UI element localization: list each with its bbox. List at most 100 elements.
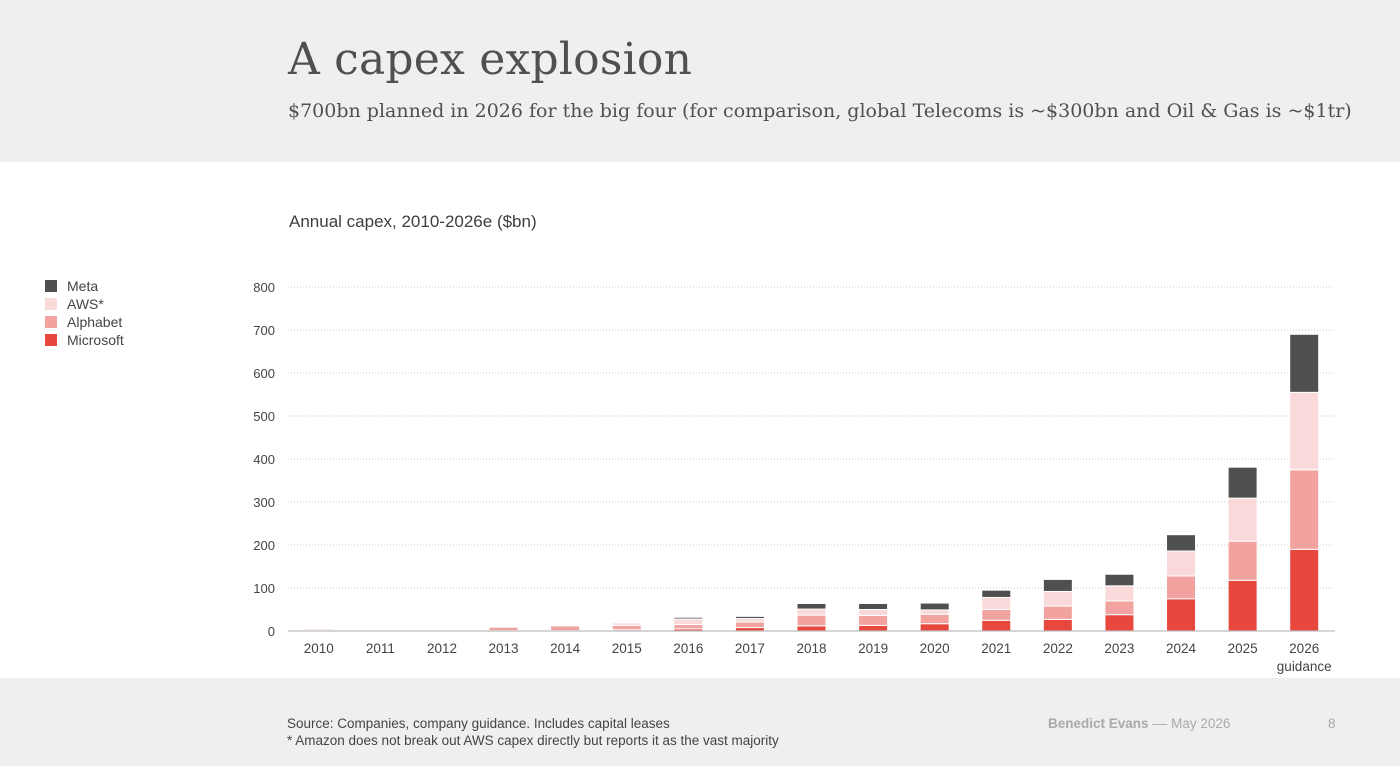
bar-segment-microsoft: [981, 619, 1012, 632]
bar-segment-microsoft: [1104, 614, 1135, 632]
bar-segment-meta: [1104, 573, 1135, 587]
legend-label-alphabet: Alphabet: [67, 314, 123, 330]
bar-segment-meta: [673, 616, 704, 620]
legend-item-microsoft: Microsoft: [45, 331, 124, 349]
bar-segment-alphabet: [1042, 605, 1073, 620]
bar-segment-meta: [1166, 534, 1197, 552]
bar-segment-alphabet: [673, 624, 704, 630]
bar-segment-alphabet: [919, 613, 950, 625]
y-tick-label: 500: [253, 409, 275, 424]
x-tick-label: 2024: [1166, 641, 1197, 656]
byline-date: May 2026: [1171, 716, 1231, 731]
legend-label-microsoft: Microsoft: [67, 332, 124, 348]
bar-segment-aws: [1042, 590, 1073, 607]
x-tick-sublabel: guidance: [1277, 659, 1332, 674]
bar-segment-alphabet: [858, 615, 889, 626]
page-subtitle: $700bn planned in 2026 for the big four …: [288, 100, 1352, 122]
bar-segment-alphabet: [981, 609, 1012, 621]
legend-item-aws: AWS*: [45, 295, 124, 313]
legend-label-meta: Meta: [67, 278, 99, 294]
bar-segment-aws: [1289, 391, 1320, 471]
x-tick-label: 2014: [550, 641, 581, 656]
bar-segment-aws: [734, 618, 765, 623]
bar-segment-aws: [1166, 550, 1197, 577]
x-tick-label: 2021: [981, 641, 1011, 656]
bar-segment-alphabet: [488, 626, 519, 632]
header: A capex explosion $700bn planned in 2026…: [0, 0, 1400, 162]
stacked-bar-chart: 0 100 200 300 400 500 600 700 800 2010 2011 2012 201…: [253, 280, 1335, 674]
bar-segment-alphabet: [1227, 540, 1258, 581]
bar-segment-meta: [858, 602, 889, 611]
bar-segment-alphabet: [1104, 600, 1135, 616]
bar-segment-alphabet: [1166, 575, 1197, 600]
bar-segment-alphabet: [796, 614, 827, 627]
chart-panel: Annual capex, 2010-2026e ($bn) Meta AWS*…: [0, 162, 1400, 678]
x-tick-label: 2011: [366, 641, 395, 656]
byline: Benedict Evans –– May 2026: [1048, 716, 1230, 731]
bar-segment-alphabet: [550, 625, 581, 632]
x-tick-label: 2016: [673, 641, 703, 656]
bar-segment-aws: [1227, 497, 1258, 542]
bar-segment-aws: [858, 609, 889, 617]
x-tick-label: 2015: [612, 641, 642, 656]
x-tick-label: 2017: [735, 641, 765, 656]
y-tick-label: 100: [253, 581, 275, 596]
y-tick-label: 0: [268, 624, 275, 639]
y-tick-label: 200: [253, 538, 275, 553]
x-tick-label: 2012: [427, 641, 457, 656]
x-tick-label: 2022: [1043, 641, 1073, 656]
bar-segment-meta: [611, 621, 642, 624]
legend-swatch-meta: [45, 280, 57, 292]
bar-segment-meta: [981, 589, 1012, 598]
bar-segment-aws: [550, 624, 581, 627]
x-tick-label: 2026: [1289, 641, 1319, 656]
source-line: Source: Companies, company guidance. Inc…: [287, 716, 670, 731]
bar-segment-microsoft: [858, 624, 889, 632]
legend-swatch-microsoft: [45, 334, 57, 346]
legend-swatch-aws: [45, 298, 57, 310]
x-tick-label: 2019: [858, 641, 888, 656]
x-tick-label: 2023: [1104, 641, 1134, 656]
bar-segment-microsoft: [1042, 618, 1073, 632]
bar-segment-aws: [981, 596, 1012, 610]
chart-legend: Meta AWS* Alphabet Microsoft: [45, 277, 124, 349]
footer: Source: Companies, company guidance. Inc…: [0, 678, 1400, 766]
chart-title: Annual capex, 2010-2026e ($bn): [289, 212, 537, 231]
x-tick-label: 2020: [920, 641, 950, 656]
bar-segment-aws: [1104, 585, 1135, 602]
author-name: Benedict Evans: [1048, 716, 1149, 731]
bar-segment-microsoft: [1289, 548, 1320, 632]
bar-segment-aws: [919, 609, 950, 615]
bar-segment-microsoft: [1227, 579, 1258, 632]
bar-segment-meta: [1227, 466, 1258, 499]
byline-separator: ––: [1152, 716, 1168, 731]
y-tick-label: 700: [253, 323, 275, 338]
bar-segment-meta: [734, 615, 765, 620]
bar-segment-meta: [1289, 333, 1320, 393]
bar-segment-aws: [796, 608, 827, 616]
bar-segment-alphabet: [1289, 469, 1320, 550]
y-tick-label: 800: [253, 280, 275, 295]
bar-segment-aws: [673, 618, 704, 626]
legend-item-alphabet: Alphabet: [45, 313, 124, 331]
legend-swatch-alphabet: [45, 316, 57, 328]
y-tick-label: 300: [253, 495, 275, 510]
x-tick-label: 2018: [796, 641, 826, 656]
x-tick-label: 2010: [304, 641, 334, 656]
footnote-line: * Amazon does not break out AWS capex di…: [287, 733, 779, 748]
bar-segment-meta: [919, 602, 950, 611]
bar-segment-microsoft: [796, 625, 827, 632]
bar-segment-alphabet: [734, 621, 765, 629]
bar-segment-meta: [1042, 578, 1073, 592]
x-tick-label: 2025: [1228, 641, 1258, 656]
y-tick-label: 600: [253, 366, 275, 381]
page-title: A capex explosion: [288, 34, 693, 85]
bar-segment-microsoft: [919, 623, 950, 632]
y-tick-label: 400: [253, 452, 275, 467]
legend-label-aws: AWS*: [67, 296, 104, 312]
bar-segment-microsoft: [1166, 598, 1197, 632]
legend-item-meta: Meta: [45, 277, 124, 295]
bar-segment-alphabet: [611, 624, 642, 631]
source-note: Source: Companies, company guidance. Inc…: [287, 715, 779, 749]
